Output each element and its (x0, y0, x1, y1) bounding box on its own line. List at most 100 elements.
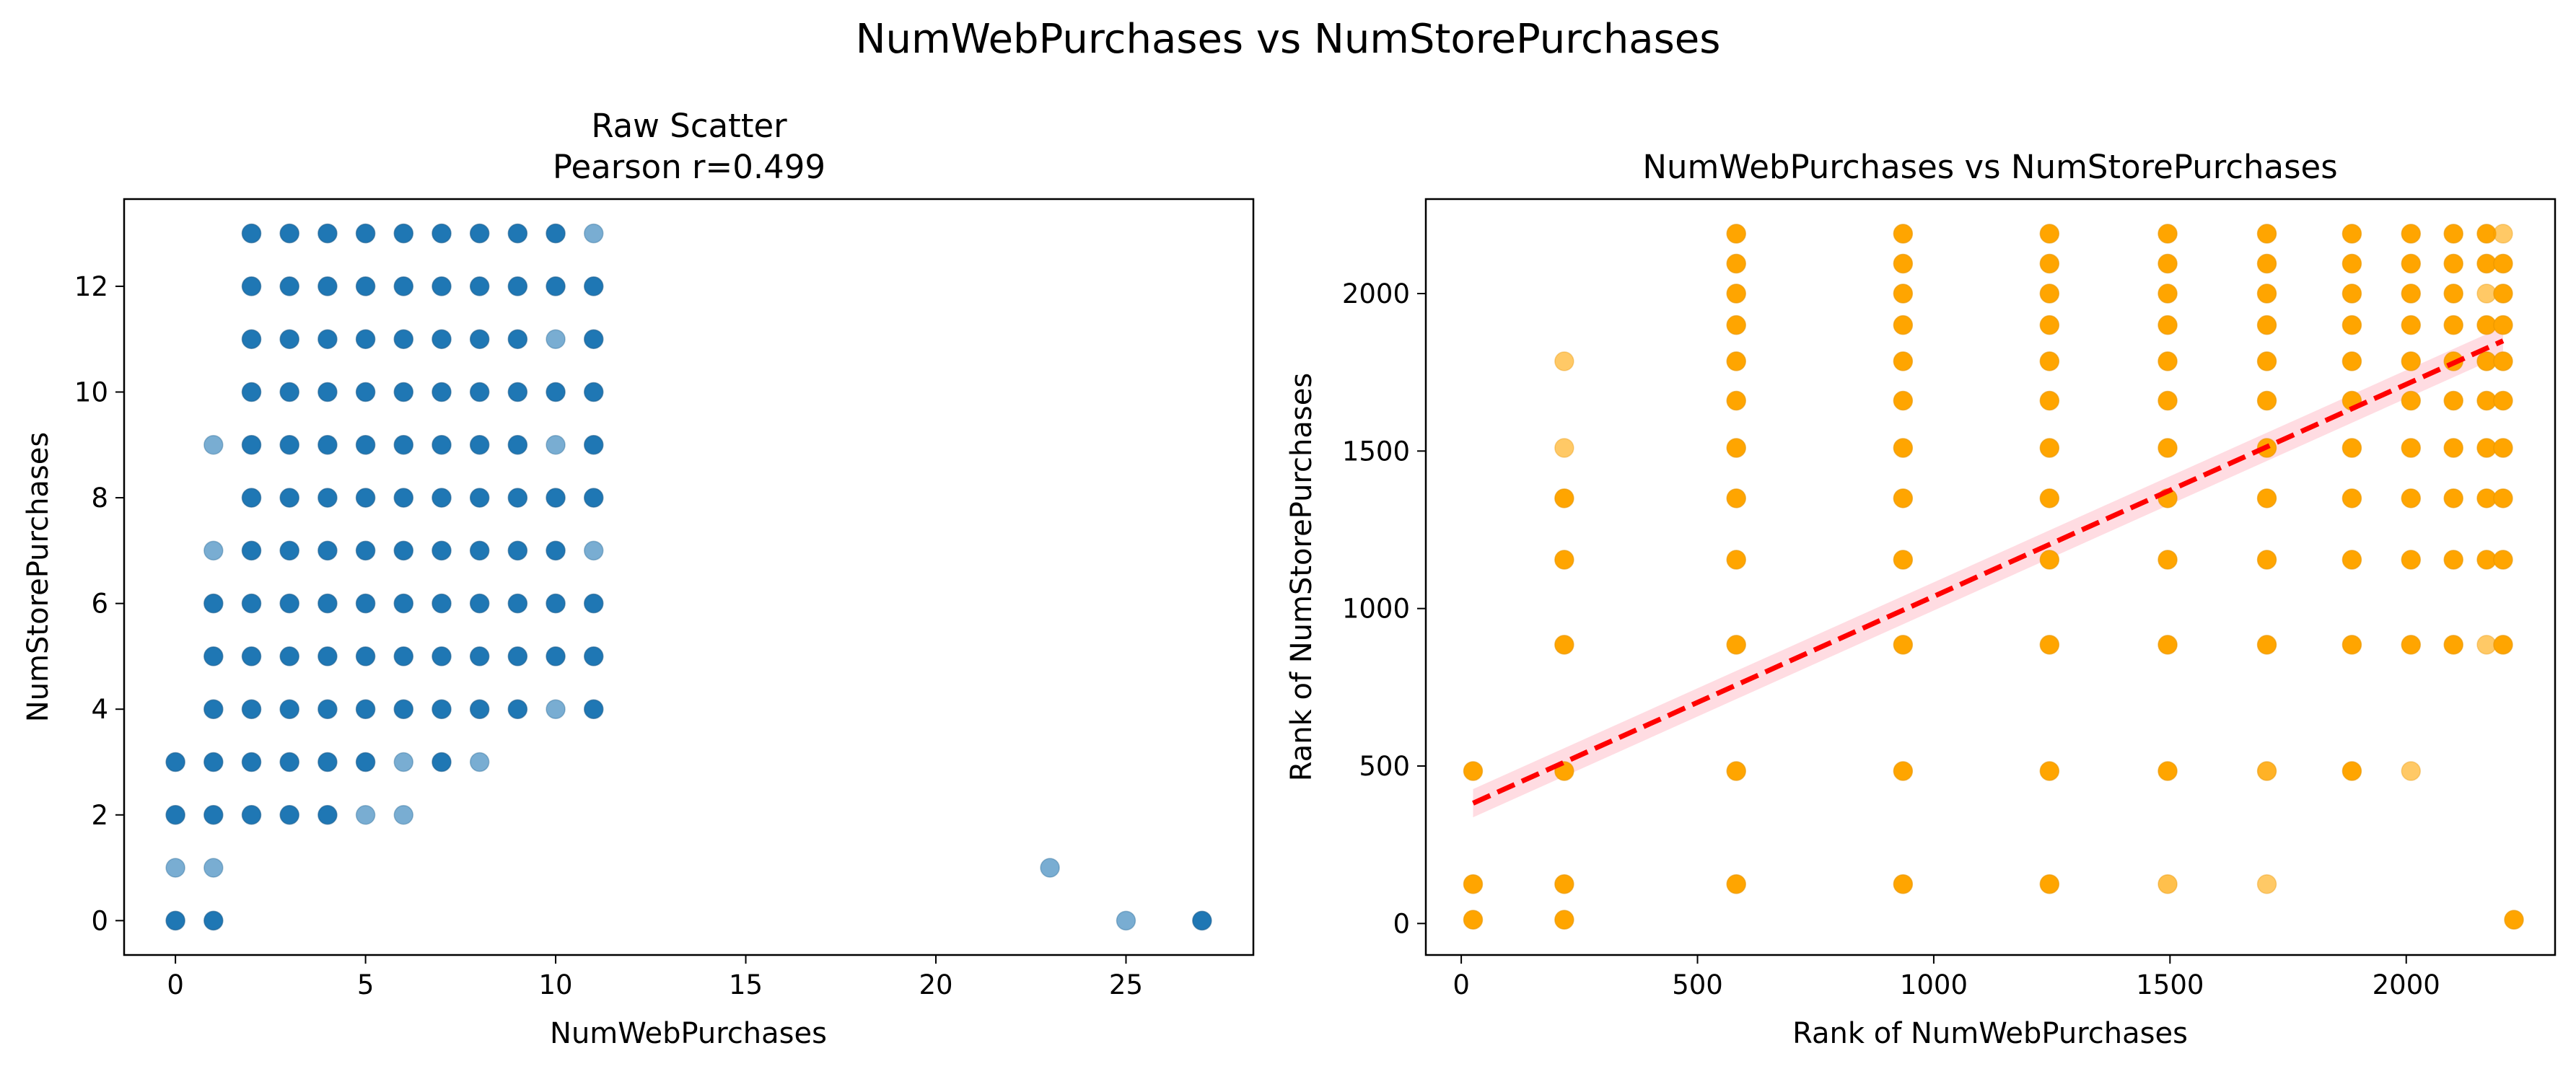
right-scatter-point (2401, 224, 2422, 244)
left-scatter-point (584, 329, 604, 349)
right-scatter-point (2341, 550, 2362, 570)
right-scatter-point (2476, 283, 2497, 304)
right-y-tick-label: 0 (1393, 908, 1410, 939)
right-scatter-point (2401, 550, 2422, 570)
left-scatter-point (507, 593, 528, 614)
left-scatter-point (469, 540, 490, 561)
left-scatter-point (431, 488, 452, 508)
right-scatter-point (2493, 550, 2513, 570)
left-scatter-point (393, 382, 414, 402)
right-scatter-point (2256, 390, 2277, 411)
right-scatter-point (1893, 761, 1914, 781)
left-scatter-point (241, 646, 262, 666)
left-scatter-point (317, 646, 338, 666)
left-scatter-point (355, 699, 376, 719)
right-scatter-point (1554, 635, 1574, 655)
right-scatter-point (1554, 550, 1574, 570)
left-scatter-point (355, 276, 376, 296)
left-scatter-point (279, 435, 299, 455)
left-x-tick-label: 0 (167, 969, 184, 1000)
right-scatter-point (2256, 874, 2277, 894)
left-scatter-point (469, 646, 490, 666)
right-scatter-point (2443, 390, 2463, 411)
right-scatter-point (2256, 761, 2277, 781)
right-scatter-point (1726, 224, 1746, 244)
right-scatter-point (2157, 351, 2178, 371)
right-scatter-point (1893, 314, 1914, 335)
left-scatter-point (203, 752, 224, 773)
left-scatter-point (355, 805, 376, 825)
left-scatter-point (469, 435, 490, 455)
left-scatter-point (279, 276, 299, 296)
left-scatter-point (431, 276, 452, 296)
right-scatter-point (2401, 488, 2422, 509)
left-scatter-point (317, 435, 338, 455)
right-scatter-point (2341, 635, 2362, 655)
left-scatter-point (393, 646, 414, 666)
left-scatter-point (317, 329, 338, 349)
right-scatter-point (2476, 488, 2497, 509)
left-y-tick-label: 10 (74, 377, 108, 408)
right-scatter-point (1726, 874, 1746, 894)
right-scatter-point (2476, 550, 2497, 570)
left-scatter-point (241, 699, 262, 719)
left-x-tick-label: 20 (919, 969, 952, 1000)
left-x-tick-label: 25 (1109, 969, 1143, 1000)
left-scatter-point (546, 646, 566, 666)
left-scatter-point (355, 329, 376, 349)
left-scatter-point (241, 488, 262, 508)
left-scatter-point (355, 646, 376, 666)
right-scatter-point (2476, 635, 2497, 655)
left-y-tick-label: 0 (91, 905, 108, 936)
right-scatter-point (2157, 761, 2178, 781)
left-scatter-point (469, 699, 490, 719)
left-scatter-point (241, 593, 262, 614)
right-scatter-point (2039, 761, 2060, 781)
left-scatter-point (584, 276, 604, 296)
left-scatter-point (203, 699, 224, 719)
right-scatter-point (1463, 910, 1484, 930)
right-scatter-point (1893, 283, 1914, 304)
left-scatter-point (203, 540, 224, 561)
left-scatter-point (241, 223, 262, 244)
right-scatter-point (2443, 314, 2463, 335)
left-chart-title: Raw Scatter (591, 107, 787, 145)
right-scatter-point (1726, 253, 1746, 274)
left-scatter-point (355, 382, 376, 402)
left-scatter-point (393, 223, 414, 244)
right-scatter-point (2039, 224, 2060, 244)
right-scatter-point (2493, 283, 2513, 304)
left-axis-ticks: 0 5 10 15 20 25 0 2 4 6 8 10 12 (74, 271, 1143, 1000)
left-y-axis-label: NumStorePurchases (22, 432, 55, 722)
left-scatter-point (203, 646, 224, 666)
left-scatter-point (355, 435, 376, 455)
left-scatter-point (393, 435, 414, 455)
right-scatter-point (2039, 390, 2060, 411)
right-scatter-point (2476, 224, 2497, 244)
right-x-axis-label: Rank of NumWebPurchases (1792, 1017, 2188, 1050)
right-scatter-point (2256, 314, 2277, 335)
left-scatter-point (393, 540, 414, 561)
left-scatter-point (507, 223, 528, 244)
right-scatter-point (2493, 224, 2513, 244)
right-scatter-point (2256, 224, 2277, 244)
left-scatter-point (546, 435, 566, 455)
right-axes-frame (1424, 198, 2557, 956)
left-scatter-point (431, 646, 452, 666)
left-scatter-point (393, 276, 414, 296)
right-scatter-point (1893, 438, 1914, 458)
right-scatter-point (2401, 438, 2422, 458)
right-scatter-point (1726, 761, 1746, 781)
left-scatter-point (584, 540, 604, 561)
left-scatter-point (355, 593, 376, 614)
right-scatter-point (2401, 314, 2422, 335)
left-scatter-point (584, 435, 604, 455)
left-scatter-point (546, 329, 566, 349)
left-scatter-point (241, 805, 262, 825)
right-scatter-point (2157, 550, 2178, 570)
left-chart-subtitle: Pearson r=0.499 (553, 148, 825, 186)
left-scatter-point (393, 593, 414, 614)
right-scatter-points (1463, 224, 2524, 930)
left-scatter-point (469, 488, 490, 508)
